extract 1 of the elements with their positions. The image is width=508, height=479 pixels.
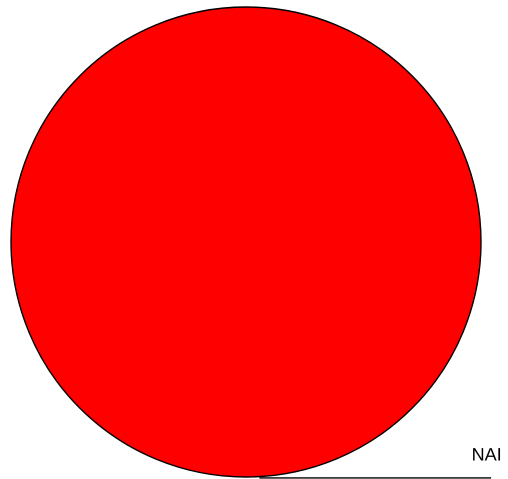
slice-label: NAI (473, 448, 500, 461)
